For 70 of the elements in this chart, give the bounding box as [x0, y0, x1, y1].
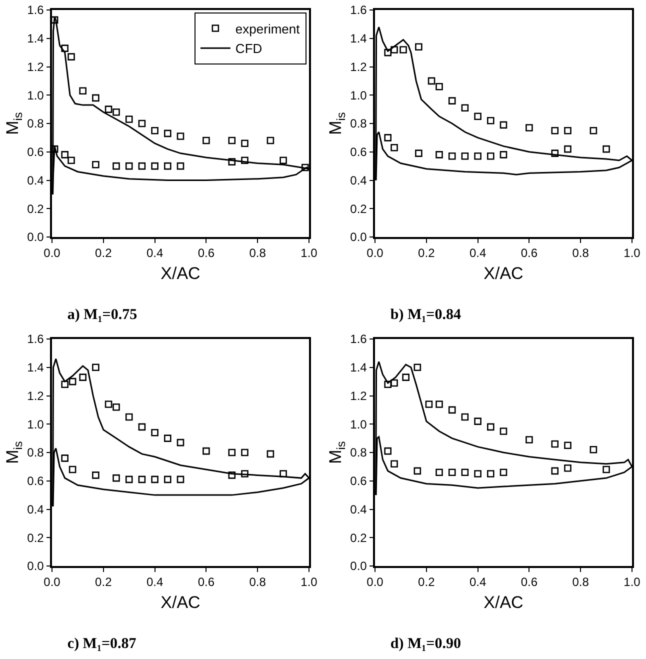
x-tick-label: 0.6 [520, 246, 538, 260]
x-axis-title: X/AC [160, 264, 200, 284]
y-tick-label: 0.2 [350, 530, 368, 545]
y-tick-label: 0.6 [350, 145, 368, 160]
x-tick-label: 0.6 [198, 246, 215, 260]
y-tick-label: 0.6 [350, 474, 368, 488]
y-tick-label: 1.0 [27, 417, 44, 432]
y-tick-label: 0.2 [27, 202, 44, 216]
y-tick-label: 1.2 [350, 60, 368, 74]
text: d) M₁=0.90 [390, 636, 461, 652]
y-tick-label: 0.8 [350, 446, 368, 460]
x-tick-label: 0.2 [418, 246, 436, 260]
y-tick-label: 0.8 [27, 446, 44, 460]
y-tick-label: 0.0 [27, 559, 44, 574]
x-tick-label: 0.4 [469, 575, 486, 590]
x-tick-label: 1.0 [300, 246, 318, 260]
y-tick-label: 1.6 [27, 332, 44, 346]
text: b) M₁=0.84 [390, 307, 462, 324]
y-tick-label: 0.4 [27, 173, 44, 188]
text: c) M₁=0.87 [67, 636, 137, 652]
y-tick-label: 1.2 [27, 388, 44, 403]
x-tick-label: 0.2 [95, 246, 112, 260]
x-tick-label: 1.0 [624, 246, 641, 260]
y-tick-label: 0.0 [27, 230, 44, 244]
x-axis-title: X/AC [484, 593, 524, 612]
x-tick-label: 0.6 [520, 575, 538, 590]
y-tick-label: 1.2 [27, 60, 44, 74]
y-tick-label: 0.2 [350, 202, 368, 216]
y-tick-label: 0.2 [27, 530, 44, 545]
y-tick-label: 0.4 [27, 502, 44, 516]
y-tick-label: 0.0 [350, 230, 368, 244]
y-tick-label: 1.0 [350, 88, 368, 102]
x-tick-label: 0.0 [366, 246, 384, 260]
y-tick-label: 0.4 [350, 502, 368, 516]
y-tick-label: 1.6 [350, 332, 368, 346]
x-tick-label: 0.0 [366, 575, 384, 590]
y-tick-label: 1.4 [27, 360, 44, 375]
x-tick-label: 0.4 [469, 246, 486, 260]
text: a) M₁=0.75 [67, 307, 138, 324]
x-tick-label: 1.0 [300, 575, 318, 590]
x-tick-label: 0.2 [418, 575, 436, 590]
y-tick-label: 0.0 [350, 559, 368, 574]
x-tick-label: 1.0 [624, 575, 641, 590]
x-tick-label: 0.4 [146, 575, 164, 590]
x-axis-title: X/AC [484, 264, 524, 284]
x-tick-label: 0.6 [198, 575, 215, 590]
legend-label: experiment [235, 21, 300, 36]
x-tick-label: 0.8 [572, 575, 590, 590]
y-tick-label: 1.4 [350, 360, 368, 375]
x-tick-label: 0.2 [95, 575, 112, 590]
y-tick-label: 1.4 [27, 32, 44, 46]
y-tick-label: 0.6 [27, 474, 44, 488]
x-tick-label: 0.0 [44, 575, 61, 590]
x-tick-label: 0.8 [572, 246, 590, 260]
x-tick-label: 0.8 [249, 575, 266, 590]
y-tick-label: 1.6 [27, 3, 44, 18]
y-tick-label: 1.2 [350, 388, 368, 403]
y-tick-label: 0.8 [350, 116, 368, 131]
y-tick-label: 1.0 [350, 417, 368, 432]
y-tick-label: 1.4 [350, 32, 368, 46]
x-tick-label: 0.8 [249, 246, 266, 260]
legend-label: CFD [235, 41, 262, 56]
y-tick-label: 1.6 [350, 3, 368, 18]
x-tick-label: 0.0 [44, 246, 61, 260]
x-axis-title: X/AC [160, 593, 200, 612]
y-tick-label: 0.4 [350, 173, 368, 188]
y-tick-label: 0.8 [27, 116, 44, 131]
y-tick-label: 1.0 [27, 88, 44, 102]
x-tick-label: 0.4 [146, 246, 164, 260]
y-tick-label: 0.6 [27, 145, 44, 160]
